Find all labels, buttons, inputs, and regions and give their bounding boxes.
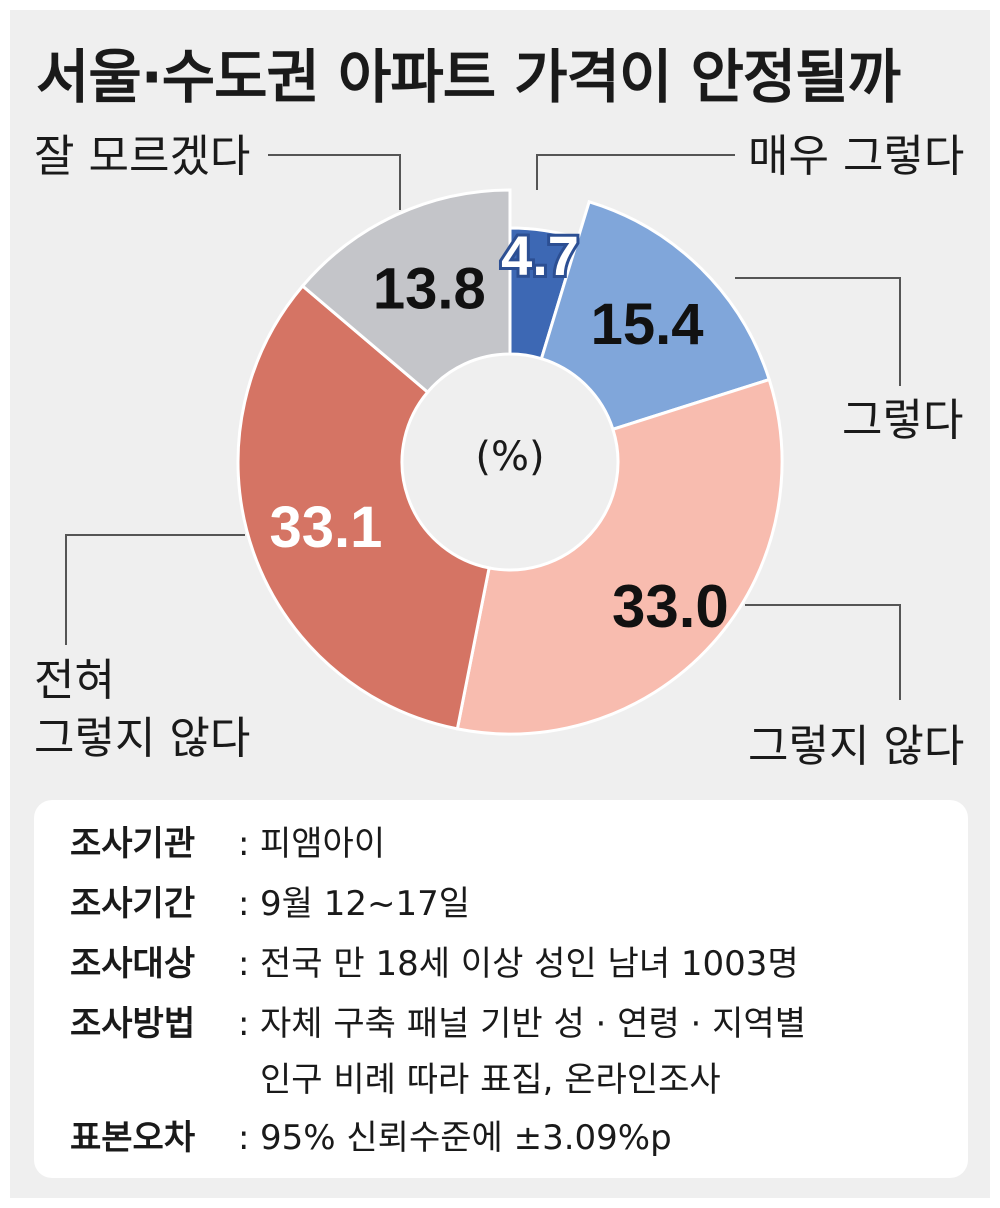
leader-dont-know bbox=[268, 154, 401, 210]
slice-likely bbox=[539, 199, 772, 432]
survey-value: 95% 신뢰수준에 ±3.09%p bbox=[260, 1118, 672, 1158]
category-label-line: 잘 모르겠다 bbox=[34, 131, 251, 182]
category-label-likely: 그렇다 bbox=[842, 392, 963, 450]
survey-key: 조사기관 bbox=[70, 824, 196, 864]
unit-label: (%) bbox=[475, 434, 544, 480]
leader-likely bbox=[735, 277, 901, 386]
value-label-very-unlikely: 33.1 bbox=[269, 495, 382, 560]
survey-row: 조사대상: 전국 만 18세 이상 성인 남녀 1003명 bbox=[70, 944, 799, 984]
category-label-very-likely: 매우 그렇다 bbox=[748, 128, 964, 186]
category-label-line: 그렇지 않다 bbox=[34, 713, 251, 764]
category-label-line: 그렇지 않다 bbox=[748, 721, 965, 772]
survey-key: 표본오차 bbox=[70, 1118, 196, 1158]
leader-unlikely bbox=[745, 604, 901, 700]
survey-info-box: 조사기관: 피앰아이 조사기간:9월 12~17일 조사대상: 전국 만 18세 이… bbox=[34, 800, 968, 1178]
category-label-line: 매우 그렇다 bbox=[748, 131, 965, 182]
survey-value: 피앰아이 bbox=[260, 824, 386, 864]
value-label-very-likely: 4.7 bbox=[501, 224, 579, 287]
value-label-dont-know: 13.8 bbox=[373, 257, 486, 322]
survey-row: 표본오차:95% 신뢰수준에 ±3.09%p bbox=[70, 1118, 672, 1158]
slice-very-unlikely bbox=[236, 283, 491, 731]
chart-title: 서울·수도권 아파트 가격이 안정될까 bbox=[36, 43, 901, 111]
survey-row: 조사방법: 자체 구축 패널 기반 성 · 연령 · 지역별 bbox=[70, 1004, 806, 1044]
leader-very-unlikely bbox=[65, 534, 245, 645]
category-label-unlikely: 그렇지 않다 bbox=[748, 718, 964, 776]
survey-value: 자체 구축 패널 기반 성 · 연령 · 지역별 bbox=[260, 1004, 806, 1044]
category-label-line: 전혀 bbox=[34, 655, 115, 706]
survey-value: 전국 만 18세 이상 성인 남녀 1003명 bbox=[260, 944, 799, 984]
survey-value: 9월 12~17일 bbox=[260, 884, 471, 924]
survey-key: 조사기간 bbox=[70, 884, 196, 924]
slice-dont-know bbox=[300, 188, 512, 395]
category-label-dont-know: 잘 모르겠다 bbox=[34, 128, 250, 186]
value-label-likely: 15.4 bbox=[591, 292, 704, 357]
survey-key: 조사방법 bbox=[70, 1004, 196, 1044]
survey-row: 조사기관: 피앰아이 bbox=[70, 824, 386, 864]
category-label-line: 그렇다 bbox=[842, 395, 964, 446]
slice-unlikely bbox=[455, 377, 784, 736]
survey-key: 조사대상 bbox=[70, 944, 196, 984]
leader-very-likely bbox=[536, 154, 735, 190]
value-label-unlikely: 33.0 bbox=[612, 573, 729, 640]
survey-method-continuation: 인구 비례 따라 표집, 온라인조사 bbox=[260, 1060, 721, 1100]
survey-row: 조사기간:9월 12~17일 bbox=[70, 884, 471, 924]
